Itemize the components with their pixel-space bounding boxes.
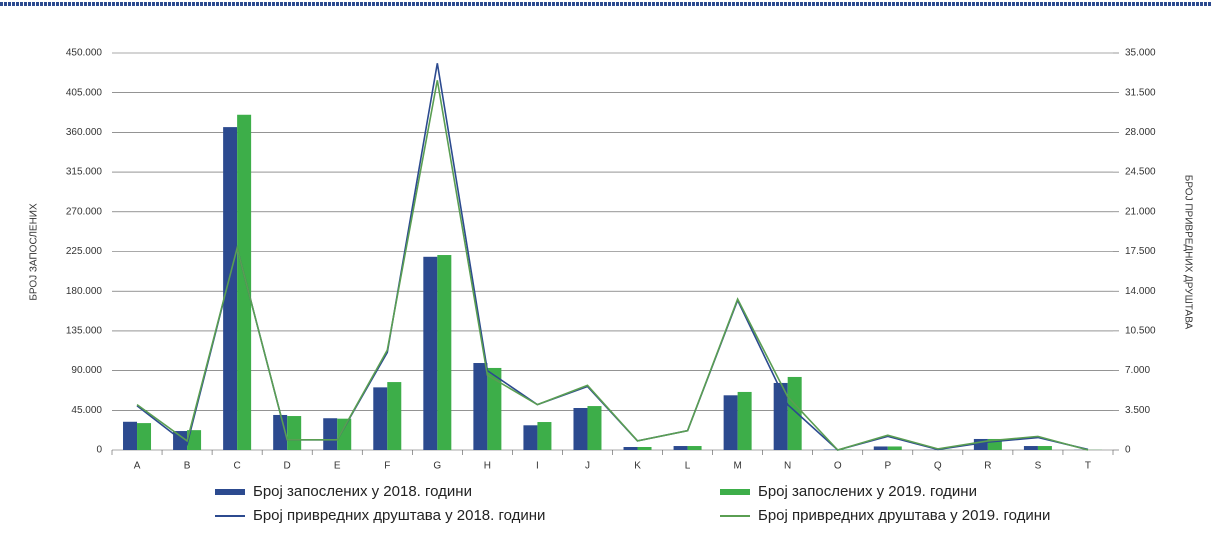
legend-swatch xyxy=(215,489,245,495)
x-tick-label: G xyxy=(433,461,441,472)
x-tick-label: A xyxy=(134,461,141,472)
line xyxy=(137,80,1088,450)
y2-tick-label: 7.000 xyxy=(1125,365,1150,376)
bar xyxy=(287,416,301,450)
legend-label: Број запослених у 2019. години xyxy=(758,483,977,500)
bar xyxy=(323,418,337,450)
legend-label: Број привредних друштава у 2019. години xyxy=(758,507,1050,524)
x-tick-label: S xyxy=(1035,461,1042,472)
x-tick-label: O xyxy=(834,461,842,472)
bar xyxy=(423,257,437,450)
bar xyxy=(223,127,237,450)
y2-tick-label: 0 xyxy=(1125,445,1131,456)
bar xyxy=(537,422,551,450)
line xyxy=(137,63,1088,450)
y2-tick-label: 35.000 xyxy=(1125,48,1156,59)
y2-tick-label: 3.500 xyxy=(1125,405,1150,416)
bar xyxy=(173,431,187,450)
bar xyxy=(587,406,601,450)
bar xyxy=(487,368,501,450)
y-tick-label: 270.000 xyxy=(66,206,103,217)
x-tick-label: P xyxy=(884,461,891,472)
bar xyxy=(674,446,688,450)
bar xyxy=(624,447,638,450)
y-tick-label: 225.000 xyxy=(66,246,103,257)
bar xyxy=(437,255,451,450)
bar xyxy=(788,377,802,450)
y2-tick-label: 17.500 xyxy=(1125,246,1156,257)
y2-tick-label: 14.000 xyxy=(1125,286,1156,297)
y2-tick-label: 24.500 xyxy=(1125,167,1156,178)
x-tick-label: T xyxy=(1085,461,1091,472)
x-tick-label: C xyxy=(234,461,241,472)
y-tick-label: 450.000 xyxy=(66,48,103,59)
y-tick-label: 315.000 xyxy=(66,167,103,178)
legend-label: Број привредних друштава у 2018. години xyxy=(253,507,545,524)
y2-tick-label: 21.000 xyxy=(1125,206,1156,217)
bar xyxy=(1024,446,1038,450)
legend-label: Број запослених у 2018. години xyxy=(253,483,472,500)
y2-tick-label: 10.500 xyxy=(1125,326,1156,337)
y-tick-label: 90.000 xyxy=(71,365,102,376)
bar xyxy=(337,419,351,450)
x-tick-label: H xyxy=(484,461,491,472)
x-tick-label: N xyxy=(784,461,791,472)
y-tick-label: 0 xyxy=(96,445,102,456)
bar xyxy=(888,446,902,450)
bar xyxy=(137,423,151,450)
y-tick-label: 135.000 xyxy=(66,326,103,337)
x-tick-label: F xyxy=(384,461,390,472)
x-tick-label: R xyxy=(984,461,991,472)
y-tick-label: 45.000 xyxy=(71,405,102,416)
x-tick-label: K xyxy=(634,461,641,472)
y-axis-label: БРОЈ ЗАПОСЛЕНИХ xyxy=(29,203,40,301)
bar xyxy=(688,446,702,450)
bar xyxy=(573,408,587,450)
bar xyxy=(387,382,401,450)
x-tick-label: M xyxy=(733,461,741,472)
y-tick-label: 180.000 xyxy=(66,286,103,297)
y2-tick-label: 31.500 xyxy=(1125,87,1156,98)
bar xyxy=(638,447,652,450)
bar xyxy=(738,392,752,450)
legend-swatch xyxy=(720,489,750,495)
bar xyxy=(473,363,487,450)
x-tick-label: J xyxy=(585,461,590,472)
y-tick-label: 360.000 xyxy=(66,127,103,138)
x-tick-label: D xyxy=(284,461,291,472)
x-tick-label: Q xyxy=(934,461,942,472)
y2-tick-label: 28.000 xyxy=(1125,127,1156,138)
bar xyxy=(237,115,251,450)
x-tick-label: B xyxy=(184,461,191,472)
bar xyxy=(373,387,387,450)
bar xyxy=(123,422,137,450)
bar xyxy=(523,425,537,450)
x-tick-label: E xyxy=(334,461,341,472)
bar xyxy=(874,446,888,450)
x-tick-label: L xyxy=(685,461,691,472)
y2-axis-label: БРОЈ ПРИВРЕДНИХ ДРУШТАВА xyxy=(1182,175,1193,330)
bar xyxy=(1038,446,1052,450)
x-tick-label: I xyxy=(536,461,539,472)
bar xyxy=(724,395,738,450)
y-tick-label: 405.000 xyxy=(66,87,103,98)
